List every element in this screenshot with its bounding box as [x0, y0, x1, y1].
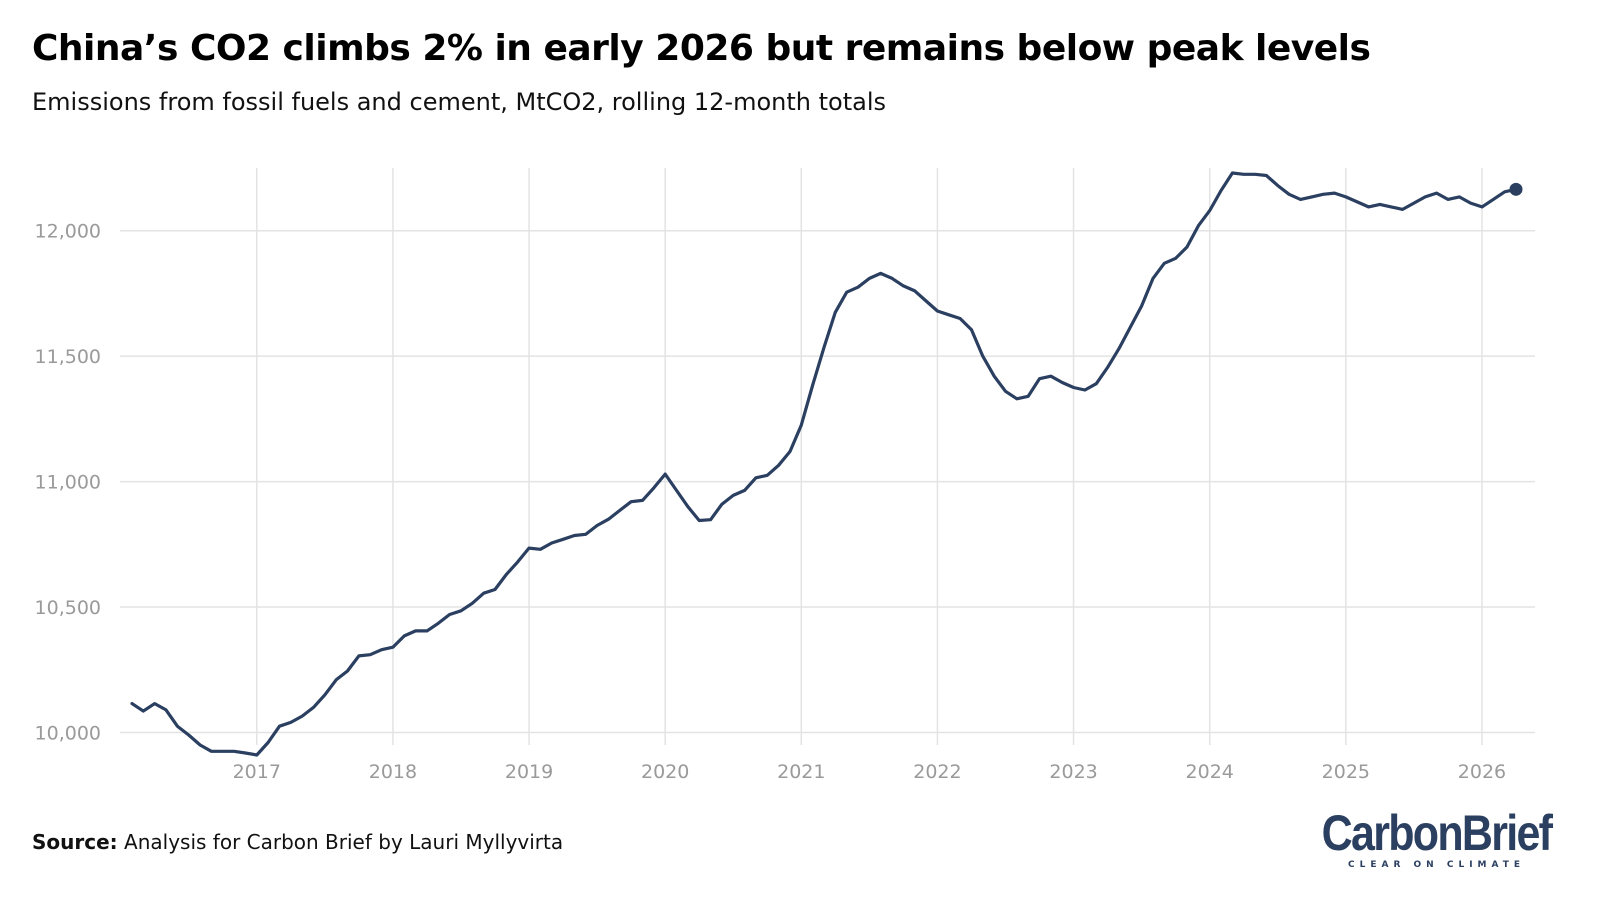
y-tick-label: 11,000 [35, 472, 101, 494]
x-tick-label: 2017 [233, 761, 281, 783]
x-tick-label: 2022 [913, 761, 961, 783]
x-tick-label: 2023 [1049, 761, 1097, 783]
x-tick-label: 2018 [369, 761, 417, 783]
x-tick-label: 2025 [1322, 761, 1370, 783]
chart-title: China’s CO2 climbs 2% in early 2026 but … [32, 28, 1371, 69]
x-tick-label: 2024 [1186, 761, 1234, 783]
data-series-layer [130, 171, 1523, 757]
x-tick-label: 2021 [777, 761, 825, 783]
y-tick-label: 10,500 [35, 597, 101, 619]
logo-tagline: CLEAR ON CLIMATE [1348, 860, 1526, 870]
axis-tick-labels: 10,000 10,500 11,000 11,500 12,000 2017 2018 20… [35, 221, 1507, 783]
x-tick-label: 2019 [505, 761, 553, 783]
x-tick-label: 2026 [1458, 761, 1506, 783]
x-tick-label: 2020 [641, 761, 689, 783]
y-tick-label: 12,000 [35, 221, 101, 243]
source-label: Source: [32, 830, 118, 854]
source-text: Analysis for Carbon Brief by Lauri Mylly… [124, 830, 564, 854]
chart-subtitle: Emissions from fossil fuels and cement, … [32, 88, 886, 116]
emissions-series-line [130, 171, 1518, 757]
series-end-marker [1509, 182, 1523, 196]
source-note: Source: Analysis for Carbon Brief by Lau… [32, 830, 563, 854]
logo-wordmark: CarbonBrief [1321, 805, 1553, 861]
carbonbrief-logo: CarbonBrief CLEAR ON CLIMATE [1303, 808, 1570, 870]
line-chart: 10,000 10,500 11,000 11,500 12,000 2017 2018 20… [35, 168, 1535, 783]
grid-lines [120, 168, 1535, 745]
y-tick-label: 10,000 [35, 722, 101, 744]
y-tick-label: 11,500 [35, 346, 101, 368]
